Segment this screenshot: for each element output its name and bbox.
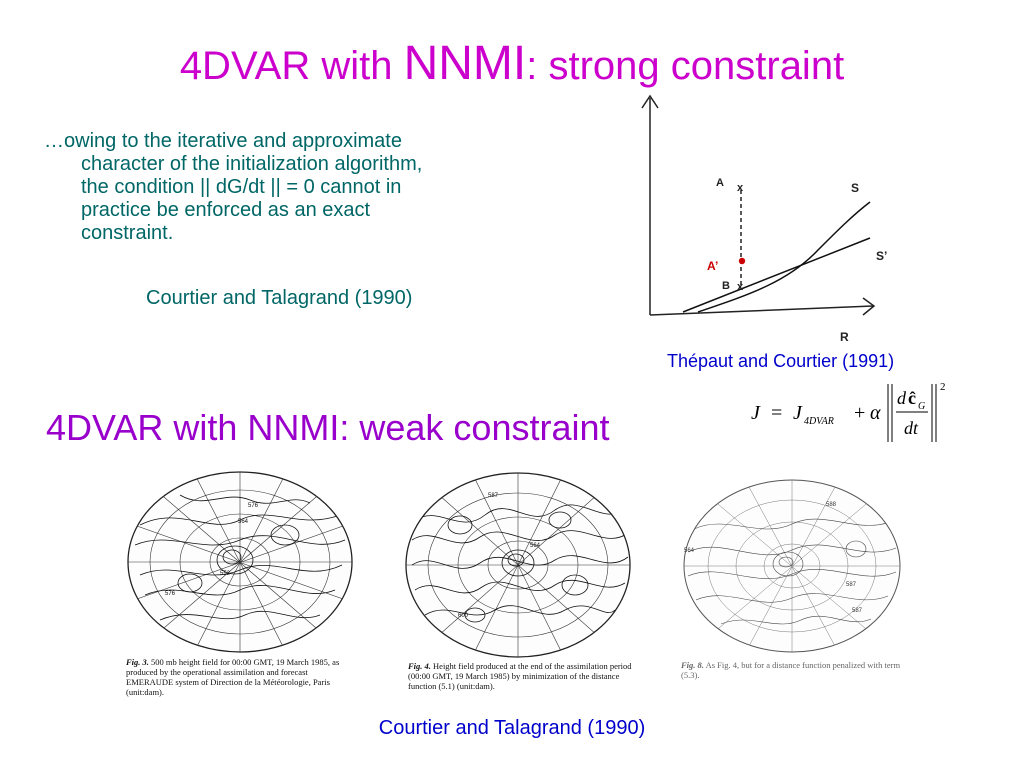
map2-caption-fig: Fig. 4. [408,661,431,671]
title-prefix: 4DVAR with [179,44,404,88]
map2-label-2: 564 [530,543,541,549]
map1-label-2: 564 [238,519,249,525]
map3-label-1: 564 [684,548,695,554]
map3-label-3: 587 [846,582,857,588]
formula-j: J [751,402,761,424]
bullet-paragraph: …owing to the iterative and approximate … [44,130,524,245]
height-map-fig4: 587 564 600 [400,465,640,660]
bullet-line-1: …owing to the iterative and approximate [44,130,402,152]
formula-plus: + [854,402,865,424]
formula-equals: = [771,402,782,424]
map3-label-4: 587 [852,608,863,614]
map1-label-3: 576 [165,591,176,597]
map1-label-1: 576 [248,503,259,509]
formula-num-d: d [897,388,907,408]
slide-title: 4DVAR with NNMI: strong constraint [0,34,1024,96]
map3-caption-text: As Fig. 4, but for a distance function p… [681,660,901,680]
label-s: S [851,181,859,195]
map1-caption: Fig. 3. 500 mb height field for 00:00 GM… [126,657,346,697]
cost-function-formula: J = J 4DVAR + α d ĉ G dt 2 [745,378,960,453]
title-nnmi: NNMI [403,37,527,90]
label-a: A [716,177,724,189]
map2-label-3: 600 [458,613,469,619]
bullet-line-5: constraint. [81,222,174,244]
bullet-line-3: the condition || dG/dt || = 0 cannot in [81,176,402,198]
point-a-prime [738,257,746,265]
formula-den: dt [904,418,919,438]
point-b-cross: x [737,281,744,293]
map3-caption: Fig. 8. As Fig. 4, but for a distance fu… [681,660,903,680]
citation-strong-constraint: Courtier and Talagrand (1990) [146,287,413,309]
title-suffix: : strong constraint [526,44,845,88]
subtitle-weak-constraint: 4DVAR with NNMI: weak constraint [46,407,610,448]
formula-j4dvar: J [793,402,803,424]
bullet-line-4: practice be enforced as an exact [81,199,371,221]
x-axis [649,305,874,316]
formula-num-c: ĉ [908,388,916,408]
formula-num-sub-g: G [918,401,925,412]
height-map-fig8: 564 588 587 587 [676,474,908,654]
constraint-diagram: x x A A’ B S S’ R [638,90,888,355]
formula-alpha: α [870,402,881,424]
map3-label-2: 588 [826,502,837,508]
formula-sub-4dvar: 4DVAR [804,416,834,427]
height-map-fig3: 576 564 576 552 [120,465,360,660]
map2-label-1: 587 [488,493,499,499]
x-axis-arrow [862,297,876,316]
citation-thepaut-courtier: Thépaut and Courtier (1991) [667,351,895,371]
map2-caption: Fig. 4. Height field produced at the end… [408,661,634,691]
bullet-line-2: character of the initialization algorith… [81,153,423,175]
y-axis-arrow [641,94,659,109]
curve-s [697,201,871,313]
label-s-prime: S’ [876,249,887,263]
map1-caption-text: 500 mb height field for 00:00 GMT, 19 Ma… [126,657,340,697]
point-a-cross: x [737,182,744,194]
map1-label-4: 552 [220,571,231,577]
label-r: R [840,330,849,344]
map2-caption-text: Height field produced at the end of the … [408,661,632,691]
curve-s-prime [682,237,871,313]
citation-bottom: Courtier and Talagrand (1990) [378,717,646,739]
formula-exponent: 2 [940,381,946,393]
label-b: B [722,280,730,292]
map1-caption-fig: Fig. 3. [126,657,149,667]
map3-caption-fig: Fig. 8. [681,660,704,670]
label-a-prime: A’ [707,259,718,273]
